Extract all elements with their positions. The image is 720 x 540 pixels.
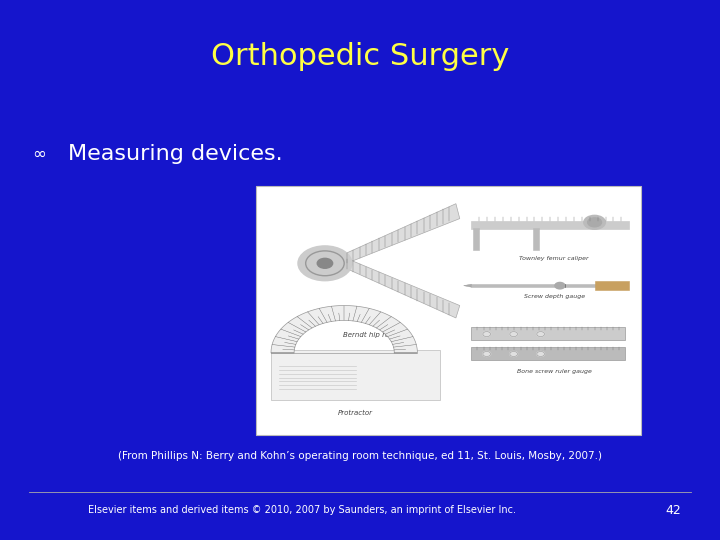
Bar [472, 284, 606, 287]
Text: 42: 42 [665, 504, 681, 517]
Circle shape [537, 352, 544, 356]
Polygon shape [341, 204, 460, 266]
Bar [472, 347, 626, 360]
Text: ∞: ∞ [32, 145, 47, 163]
Bar [595, 281, 629, 290]
Circle shape [555, 282, 565, 289]
Text: (From Phillips N: Berry and Kohn’s operating room technique, ed 11, St. Louis, M: (From Phillips N: Berry and Kohn’s opera… [118, 451, 602, 461]
Bar [472, 221, 629, 228]
Bar [533, 228, 539, 249]
Text: Protractor: Protractor [338, 410, 373, 416]
Text: Bone screw ruler gauge: Bone screw ruler gauge [517, 369, 592, 374]
FancyBboxPatch shape [256, 186, 641, 435]
Text: Screw depth gauge: Screw depth gauge [523, 294, 585, 299]
Text: Berndt hip ruler: Berndt hip ruler [343, 332, 399, 338]
Circle shape [483, 352, 490, 356]
Text: Orthopedic Surgery: Orthopedic Surgery [211, 42, 509, 71]
Bar [473, 228, 479, 249]
Circle shape [584, 215, 606, 230]
Text: Measuring devices.: Measuring devices. [68, 144, 283, 164]
Circle shape [588, 218, 601, 227]
Circle shape [537, 332, 544, 336]
Circle shape [298, 246, 352, 281]
Polygon shape [341, 256, 460, 318]
Text: Townley femur caliper: Townley femur caliper [519, 256, 589, 261]
Polygon shape [271, 306, 418, 353]
Circle shape [510, 352, 518, 356]
Bar [271, 350, 441, 400]
Circle shape [510, 332, 518, 336]
Polygon shape [464, 284, 472, 287]
Circle shape [318, 258, 333, 268]
Bar [472, 327, 626, 340]
Circle shape [483, 332, 490, 336]
Text: Elsevier items and derived items © 2010, 2007 by Saunders, an imprint of Elsevie: Elsevier items and derived items © 2010,… [89, 505, 516, 515]
